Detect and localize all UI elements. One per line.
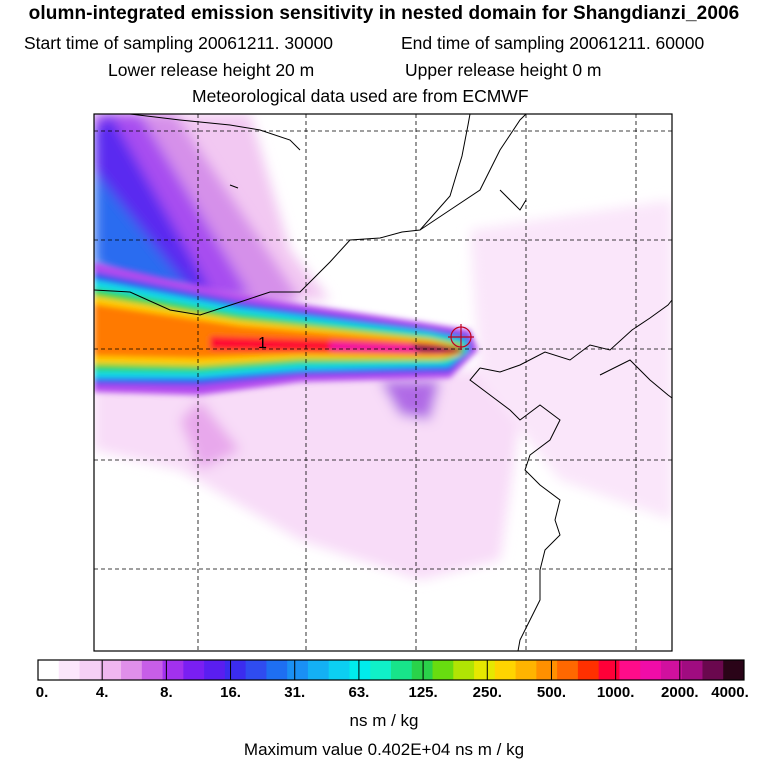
colorbar-swatch xyxy=(287,660,309,680)
sensitivity-field xyxy=(94,114,672,580)
colorbar-tick-label: 4000. xyxy=(711,684,749,701)
colorbar-tick-label: 31. xyxy=(284,684,306,701)
colorbar-swatch xyxy=(38,660,60,680)
colorbar-tick-label: 125. xyxy=(408,684,438,701)
northwest-plume-band xyxy=(94,114,300,310)
colorbar-swatch xyxy=(536,660,558,680)
colorbar-swatch xyxy=(453,660,475,680)
colorbar-swatch xyxy=(723,660,745,680)
meteorological-data-label: Meteorological data used are from ECMWF xyxy=(192,86,529,106)
main-plume xyxy=(94,262,478,395)
maximum-value-label: Maximum value 0.402E+04 ns m / kg xyxy=(243,740,525,759)
map-grid xyxy=(94,114,672,651)
colorbar-swatch xyxy=(370,660,392,680)
release-site-marker xyxy=(448,324,474,350)
colorbar-tick-label: 250. xyxy=(472,684,502,701)
colorbar-tick-label: 500. xyxy=(536,684,567,701)
colorbar-swatch xyxy=(515,660,537,680)
map-frame xyxy=(93,113,673,652)
colorbar-tick-label: 16. xyxy=(220,684,241,701)
colorbar-swatch xyxy=(681,660,703,680)
colorbar-swatch xyxy=(224,660,247,680)
colorbar-swatch xyxy=(411,660,434,680)
upper-release-height-label: Upper release height 0 m xyxy=(405,60,602,80)
colorbar-swatch xyxy=(349,660,371,680)
colorbar-swatch xyxy=(598,660,620,680)
colorbar-swatch xyxy=(577,660,600,680)
colorbar-swatch xyxy=(183,660,205,680)
start-time-label: Start time of sampling 20061211. 30000 xyxy=(24,33,334,53)
colorbar-tick-label: 2000. xyxy=(661,684,699,701)
colorbar-swatch xyxy=(660,660,683,680)
colorbar-swatch xyxy=(79,660,101,680)
colorbar-swatch xyxy=(162,660,184,680)
colorbar-swatch xyxy=(640,660,662,680)
colorbar-swatch xyxy=(328,660,350,680)
colorbar-swatch xyxy=(245,660,267,680)
colorbar xyxy=(37,659,745,681)
end-time-label: End time of sampling 20061211. 60000 xyxy=(401,33,705,53)
colorbar-swatch xyxy=(58,660,81,680)
colorbar-swatch xyxy=(391,660,413,680)
colorbar-swatch xyxy=(702,660,724,680)
colorbar-units: ns m / kg xyxy=(349,711,419,730)
colorbar-tick-label: 1000. xyxy=(596,684,635,701)
colorbar-swatch xyxy=(307,660,330,680)
colorbar-tick-label: 63. xyxy=(348,684,370,701)
colorbar-swatch xyxy=(100,660,122,680)
colorbar-swatch xyxy=(474,660,496,680)
colorbar-swatch xyxy=(494,660,517,680)
colorbar-swatch xyxy=(141,660,164,680)
colorbar-swatch xyxy=(266,660,288,680)
colorbar-tick-label: 8. xyxy=(160,684,173,701)
map-title: olumn-integrated emission sensitivity in… xyxy=(28,3,740,24)
release-site-label: 1 xyxy=(258,335,267,352)
lower-release-height-label: Lower release height 20 m xyxy=(108,60,315,80)
colorbar-swatch xyxy=(204,660,226,680)
colorbar-tick-label: 0. xyxy=(35,684,49,701)
colorbar-frame xyxy=(37,659,745,681)
colorbar-swatch xyxy=(432,660,454,680)
colorbar-swatch xyxy=(557,660,579,680)
colorbar-tick-label: 4. xyxy=(95,684,109,701)
colorbar-swatch xyxy=(619,660,641,680)
colorbar-swatch xyxy=(121,660,143,680)
coastlines xyxy=(94,114,672,651)
